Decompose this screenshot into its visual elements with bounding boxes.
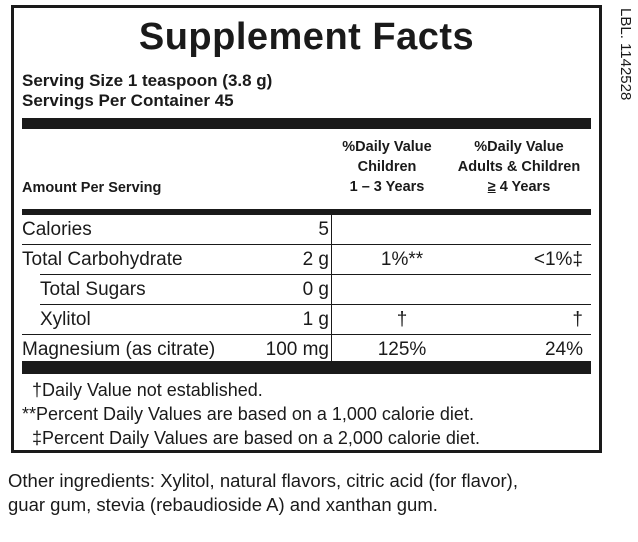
label-code: LBL. 1142528 [617, 8, 634, 101]
footnote-double-asterisk: **Percent Daily Values are based on a 1,… [22, 404, 474, 424]
adults-dv-header: %Daily Value Adults & Children ≥ 4 Years [444, 137, 594, 197]
adults-age-text: 4 Years [495, 179, 551, 195]
nutrient-name: Total Sugars [40, 279, 146, 300]
dv-children: 1%** [380, 249, 424, 270]
children-dv-header-line3: 1 – 3 Years [349, 179, 425, 195]
nutrient-amount: 0 g [302, 279, 329, 300]
dv-adults: <1%‡ [533, 249, 583, 270]
supplement-facts-panel: Supplement Facts Serving Size 1 teaspoon… [11, 5, 602, 453]
nutrient-name: Xylitol [40, 309, 91, 330]
children-dv-header: %Daily Value Children 1 – 3 Years [332, 137, 442, 197]
nutrient-amount: 1 g [302, 309, 329, 330]
table-row: Magnesium (as citrate) 100 mg 125% 24% [22, 334, 591, 364]
nutrient-name: Total Carbohydrate [22, 249, 183, 270]
amount-per-serving-header: Amount Per Serving [22, 180, 162, 196]
adults-dv-header-line3: ≥ 4 Years [444, 177, 594, 197]
dv-children: † [396, 309, 408, 330]
thick-divider-bottom [22, 361, 591, 374]
thick-divider-top [22, 118, 591, 129]
footnote-double-dagger: ‡Percent Daily Values are based on a 2,0… [32, 428, 480, 448]
nutrient-name: Calories [22, 219, 92, 240]
dv-children: 125% [377, 339, 427, 360]
thick-divider-mid [22, 209, 591, 215]
dv-adults: 24% [544, 339, 583, 360]
greater-equal-symbol: ≥ [487, 179, 496, 195]
nutrient-amount: 100 mg [265, 339, 329, 360]
nutrient-amount: 2 g [302, 249, 329, 270]
amount-column-rule [331, 215, 332, 361]
table-row: Total Carbohydrate 2 g 1%** <1%‡ [22, 244, 591, 274]
other-ingredients-line2: guar gum, stevia (rebaudioside A) and xa… [8, 494, 438, 515]
servings-per-container: Servings Per Container 45 [22, 91, 234, 110]
table-row: Xylitol 1 g † † [40, 304, 591, 334]
nutrient-amount: 5 [318, 219, 329, 240]
children-dv-header-line1: %Daily Value [342, 139, 432, 155]
adults-dv-header-line2: Adults & Children [457, 159, 581, 175]
other-ingredients-line1: Other ingredients: Xylitol, natural flav… [8, 470, 518, 491]
table-row: Total Sugars 0 g [40, 274, 591, 304]
children-dv-header-line2: Children [357, 159, 417, 175]
table-row: Calories 5 [22, 215, 591, 244]
footnote-dagger: †Daily Value not established. [32, 380, 263, 400]
dv-adults: † [572, 309, 583, 330]
serving-size: Serving Size 1 teaspoon (3.8 g) [22, 71, 273, 90]
panel-title: Supplement Facts [138, 16, 475, 58]
nutrient-name: Magnesium (as citrate) [22, 339, 216, 360]
adults-dv-header-line1: %Daily Value [474, 139, 564, 155]
